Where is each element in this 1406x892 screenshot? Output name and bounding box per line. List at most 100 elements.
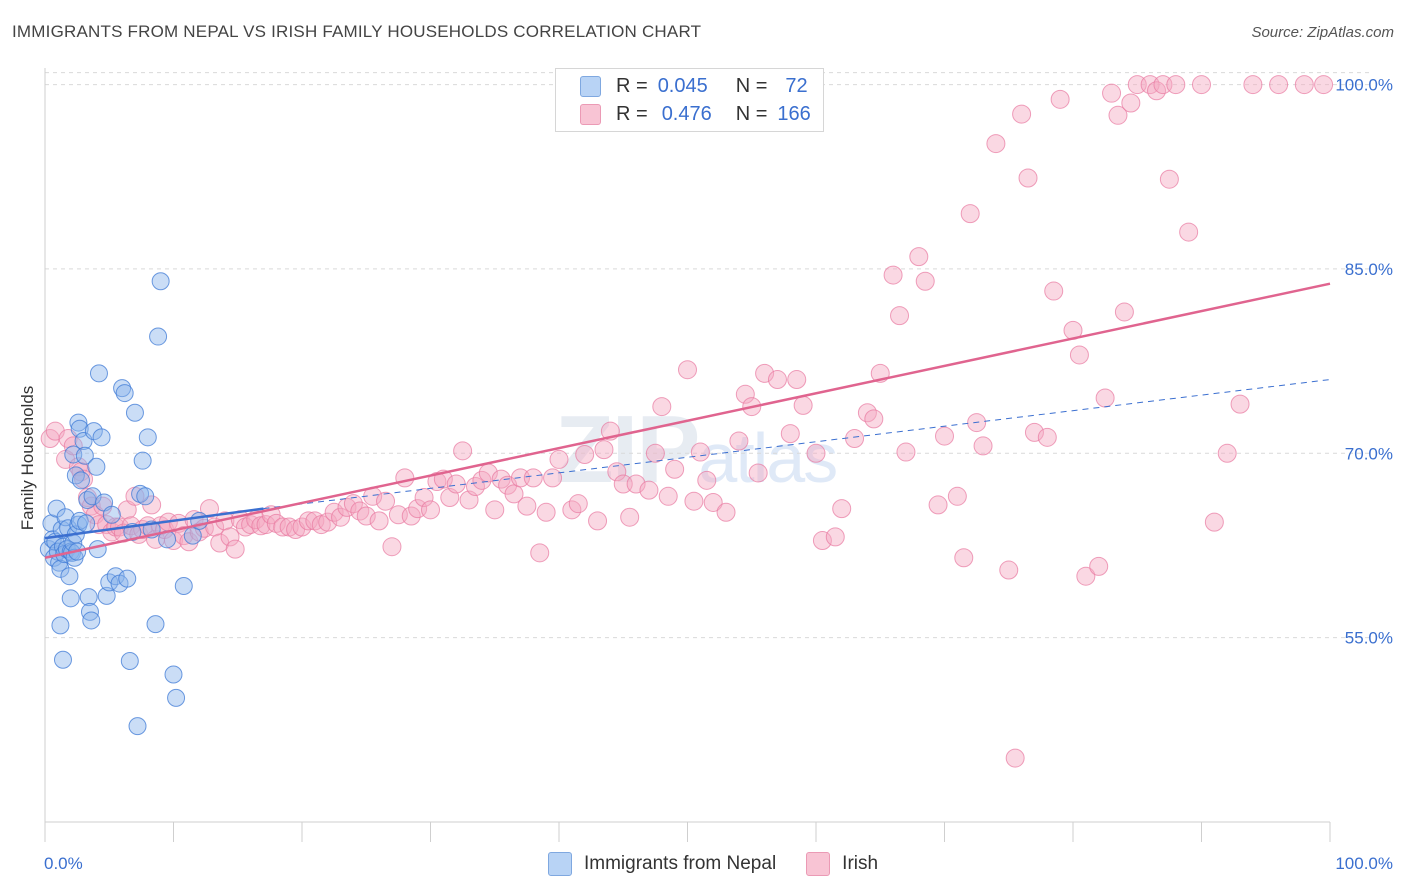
nepal-point xyxy=(75,446,94,465)
nepal-point xyxy=(60,567,79,586)
y-tick-label: 85.0% xyxy=(1345,260,1393,279)
irish-point xyxy=(1012,104,1032,124)
irish-point xyxy=(401,506,421,526)
irish-point xyxy=(1314,75,1334,95)
irish-point xyxy=(1121,93,1141,113)
nepal-legend-label: Immigrants from Nepal xyxy=(584,853,777,874)
irish-point xyxy=(1044,281,1064,301)
irish-point xyxy=(909,247,929,267)
irish-trend-line xyxy=(44,282,1331,559)
nepal-point xyxy=(82,611,101,630)
irish-point xyxy=(755,363,775,383)
nepal-point xyxy=(149,327,168,346)
irish-point xyxy=(517,496,537,516)
nepal-point xyxy=(128,717,147,736)
irish-point xyxy=(1269,75,1289,95)
irish-point xyxy=(523,468,543,488)
irish-point xyxy=(652,397,672,417)
irish-point xyxy=(915,271,935,291)
irish-point xyxy=(472,470,492,490)
irish-point xyxy=(960,204,980,224)
irish-point xyxy=(767,370,787,390)
irish-point xyxy=(588,511,608,531)
r-label: R = xyxy=(616,102,648,125)
legend-item-irish[interactable]: Irish xyxy=(806,852,878,876)
irish-point xyxy=(1037,427,1057,447)
irish-point xyxy=(1095,388,1115,408)
irish-point xyxy=(845,429,865,449)
irish-swatch xyxy=(580,103,601,125)
irish-point xyxy=(594,440,614,460)
nepal-point xyxy=(102,505,121,524)
irish-point xyxy=(530,543,550,563)
irish-point xyxy=(298,511,318,531)
irish-point xyxy=(947,486,967,506)
irish-point xyxy=(1179,222,1199,242)
nepal-point xyxy=(97,586,116,605)
x-tick-label: 0.0% xyxy=(44,854,83,873)
irish-point xyxy=(1108,105,1128,125)
nepal-n-value: 72 xyxy=(785,74,808,97)
irish-point xyxy=(575,445,595,465)
irish-point xyxy=(935,426,954,446)
nepal-point xyxy=(87,457,106,476)
series-legend: Immigrants from Nepal Irish xyxy=(548,852,908,876)
irish-point xyxy=(1102,83,1122,103)
nepal-point xyxy=(66,466,85,485)
irish-point xyxy=(485,500,505,520)
irish-point xyxy=(607,462,627,482)
irish-point xyxy=(626,474,646,494)
irish-point xyxy=(1243,75,1263,95)
nepal-point xyxy=(77,514,96,533)
irish-point xyxy=(658,486,678,506)
irish-point xyxy=(395,468,415,488)
irish-point xyxy=(703,492,723,512)
nepal-point xyxy=(71,471,90,490)
stats-legend: R = 0.045 N = 72 R = 0.476 N = 166 xyxy=(555,68,824,132)
irish-point xyxy=(414,488,434,508)
irish-n-value: 166 xyxy=(777,102,811,125)
irish-point xyxy=(1204,512,1224,532)
nepal-point xyxy=(118,569,137,588)
irish-point xyxy=(620,507,640,527)
nepal-point xyxy=(92,428,111,447)
nepal-point xyxy=(88,540,107,559)
irish-point xyxy=(1050,89,1070,109)
irish-point xyxy=(199,499,219,519)
irish-point xyxy=(883,265,903,285)
chart-title: IMMIGRANTS FROM NEPAL VS IRISH FAMILY HO… xyxy=(12,22,702,41)
irish-point xyxy=(1166,75,1186,95)
nepal-point xyxy=(51,559,70,578)
irish-point xyxy=(225,539,245,559)
nepal-point xyxy=(133,451,152,470)
nepal-point xyxy=(146,615,165,634)
r-label: R = xyxy=(616,74,648,97)
irish-point xyxy=(1114,302,1134,322)
irish-point xyxy=(1024,422,1044,442)
nepal-point xyxy=(61,589,80,608)
irish-point xyxy=(256,515,276,535)
irish-point xyxy=(986,134,1006,154)
y-axis-label: Family Households xyxy=(18,385,37,531)
irish-point xyxy=(864,409,884,429)
nepal-point xyxy=(115,384,134,403)
irish-point xyxy=(1089,556,1109,576)
nepal-r-value: 0.045 xyxy=(657,74,708,97)
n-label: N = xyxy=(735,74,768,97)
irish-point xyxy=(832,499,852,519)
irish-point xyxy=(220,527,240,547)
irish-point xyxy=(645,443,665,463)
nepal-point xyxy=(69,413,88,432)
legend-item-nepal[interactable]: Immigrants from Nepal xyxy=(548,852,776,876)
irish-point xyxy=(639,480,659,500)
irish-point xyxy=(793,395,813,415)
irish-point xyxy=(896,442,916,462)
irish-point xyxy=(690,442,710,462)
irish-point xyxy=(729,431,749,451)
watermark-zip: ZIP xyxy=(555,396,700,503)
nepal-point xyxy=(125,403,144,422)
nepal-point xyxy=(151,272,170,291)
x-tick-label: 100.0% xyxy=(1335,854,1393,873)
irish-point xyxy=(1294,75,1314,95)
nepal-point xyxy=(83,487,102,506)
